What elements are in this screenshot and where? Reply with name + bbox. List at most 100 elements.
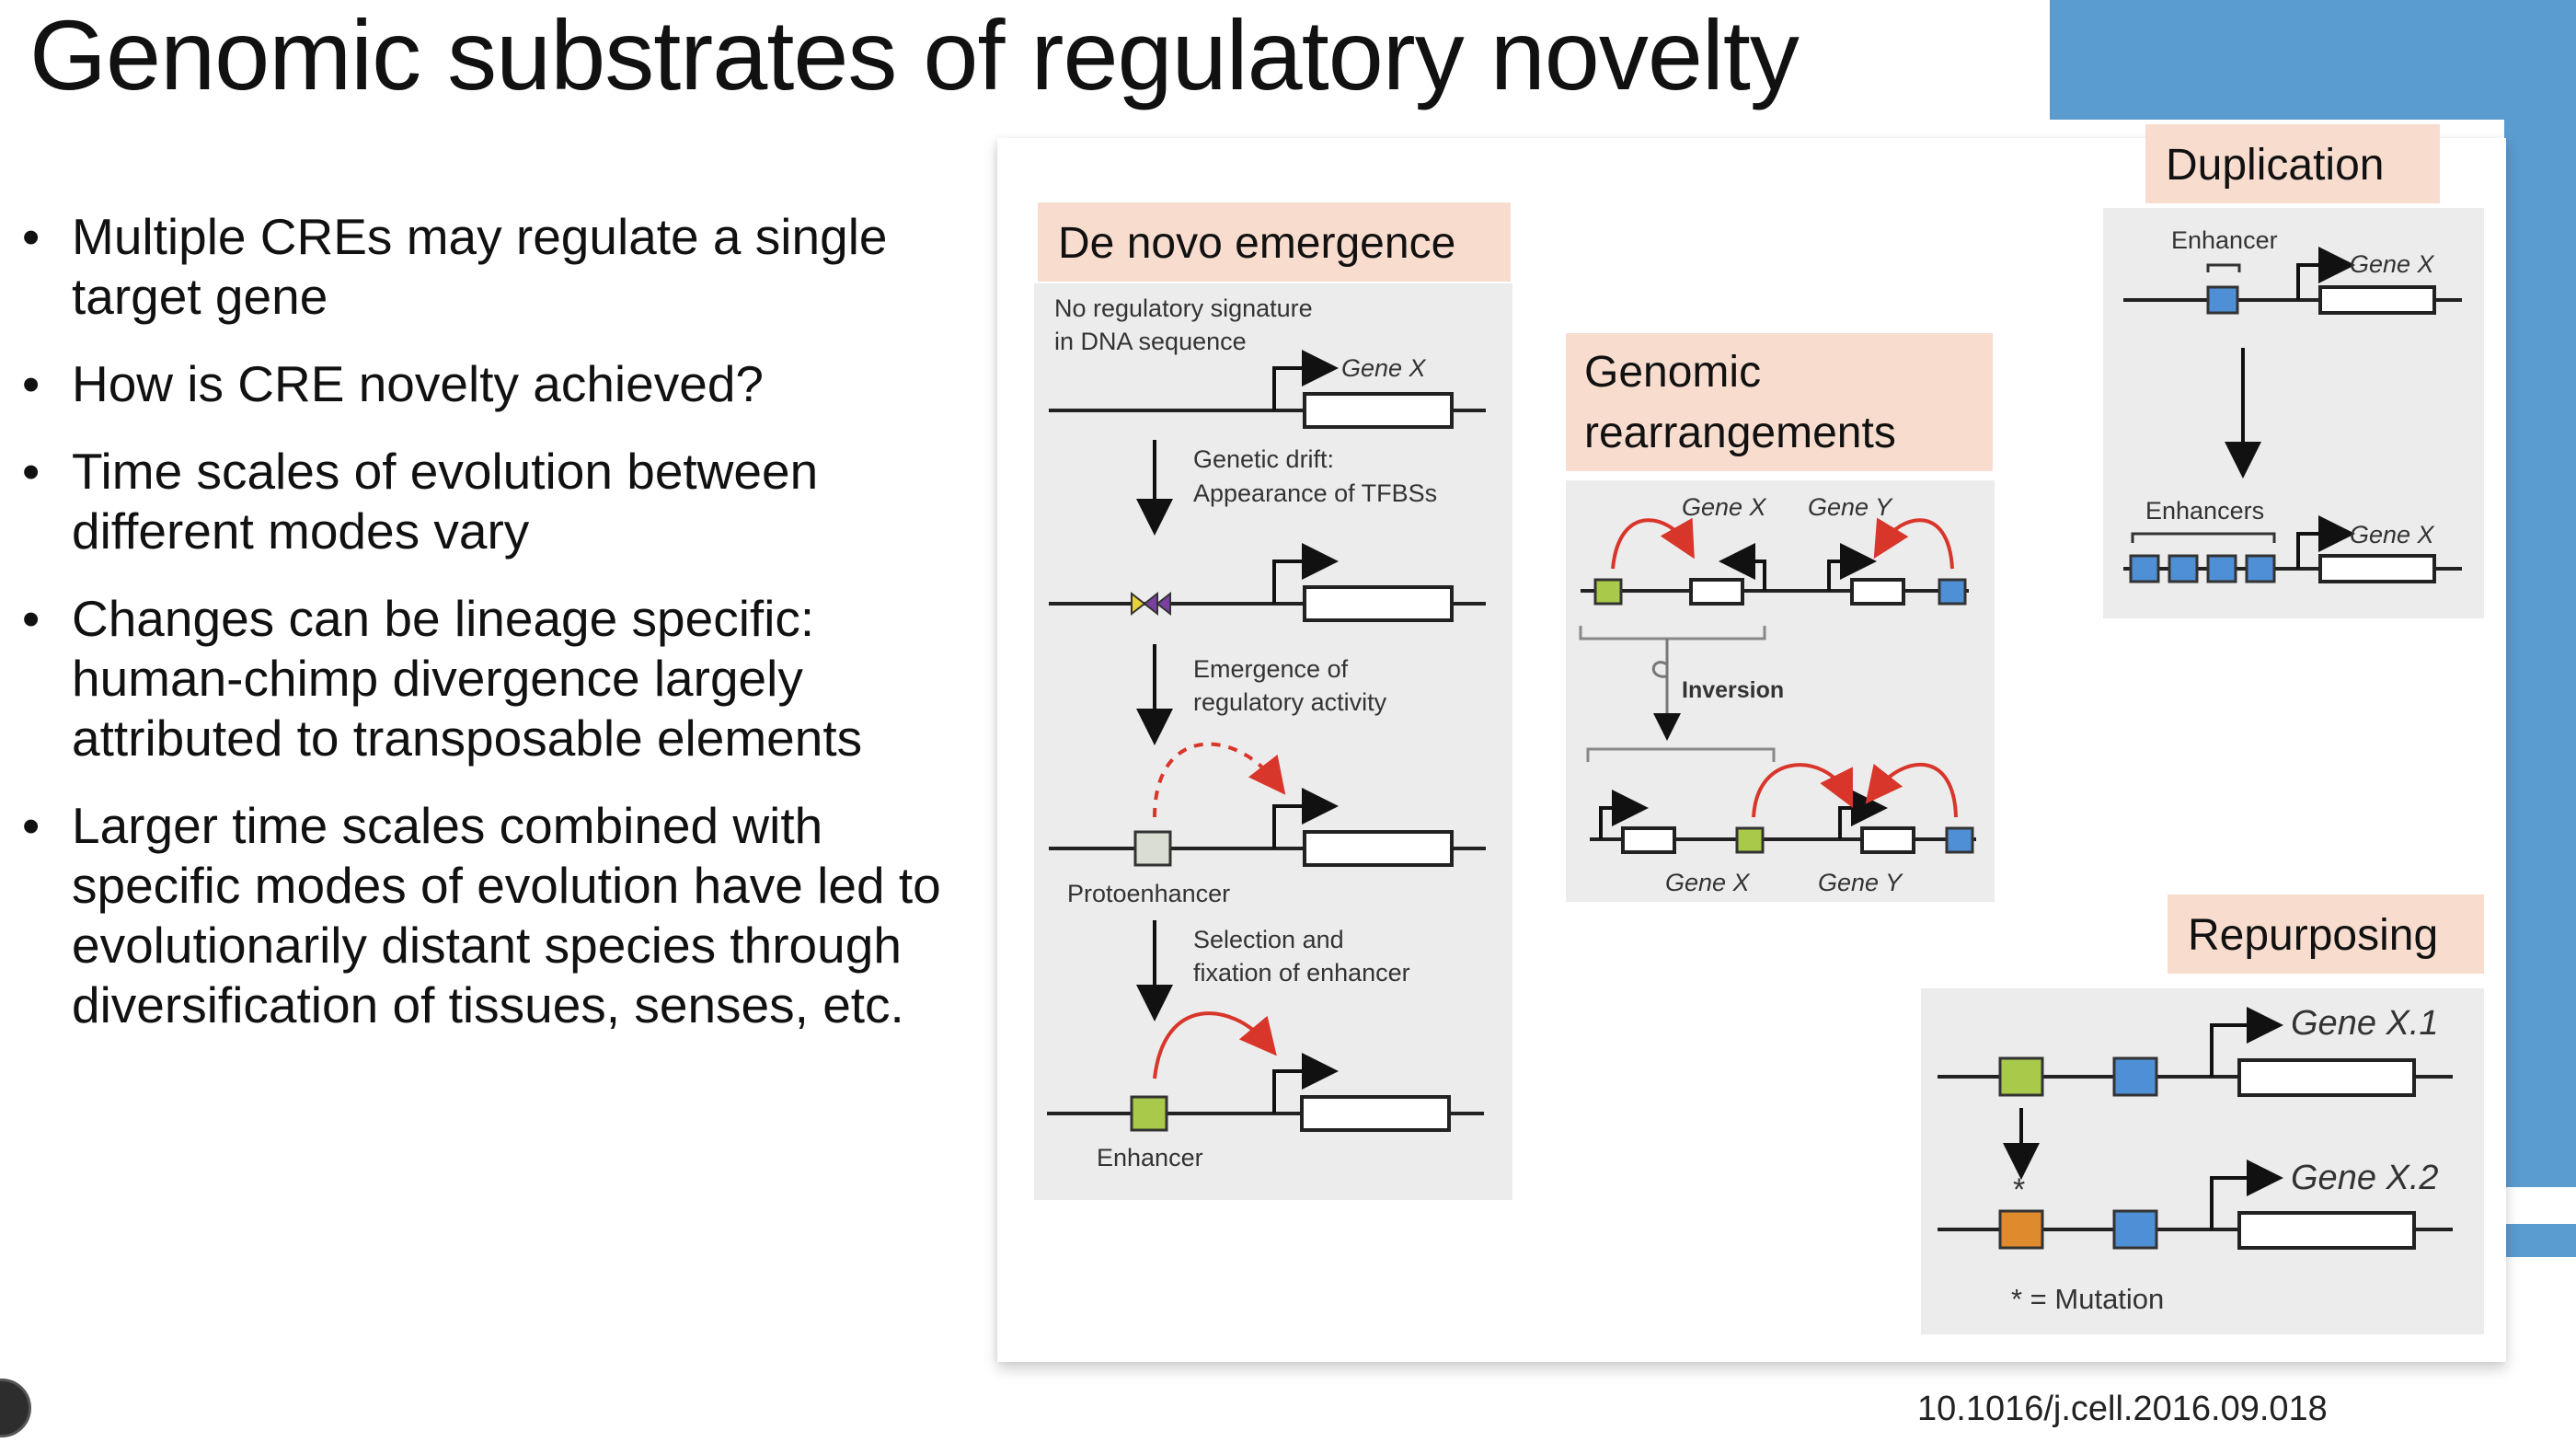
denovo-panel: De novo emergence No regulatory signatur… [1034,202,1512,1200]
denovo-gene-label: Gene X [1341,354,1427,382]
mutation-legend: * = Mutation [2011,1283,2164,1315]
duplication-title: Duplication [2166,141,2384,190]
gene-x2-label: Gene X.2 [2291,1159,2439,1197]
promoter-arrow [1719,543,1766,591]
promoter-arrow [1599,790,1649,839]
duplication-gene-label: Gene X [2350,250,2435,278]
interaction-arrow [1752,763,1853,818]
denovo-no-signature-line2: in DNA sequence [1054,328,1247,355]
step1-line1: Genetic drift: [1193,445,1334,473]
enhancer-label: Enhancer [1097,1144,1203,1171]
rearrangements-header-bg [1566,333,1993,471]
enhancer-label: Enhancer [2171,226,2278,254]
step3-line2: fixation of enhancer [1193,959,1410,987]
gene-y-label: Gene Y [1818,869,1903,896]
interaction-arrow [1865,762,1958,818]
blue-site-box [1945,826,1974,854]
gene-x1-box [2237,1058,2416,1097]
blue-site-box [2112,1209,2158,1250]
blue-site-box [2112,1056,2158,1097]
inversion-label: Inversion [1682,677,1784,703]
bullet-item: Larger time scales combined with specifi… [18,796,975,1035]
promoter-arrow [1272,1053,1339,1114]
gene-y-box [1860,826,1915,854]
rearrangements-title-line2: rearrangements [1584,409,1896,457]
slide-accent-band-right-lower [2504,1224,2576,1257]
protoenhancer-label: Protoenhancer [1067,880,1230,907]
promoter-arrow [2210,1007,2283,1077]
slide-accent-band-top [2050,0,2576,120]
enhancer-box [1735,826,1765,854]
duplication-gene-label: Gene X [2350,521,2435,548]
gene-x-box [1621,826,1676,854]
blue-enhancer-box [2129,554,2160,583]
gene-x-box [1303,830,1454,867]
blue-enhancer-box [2206,554,2237,583]
gene-x-box [2318,554,2436,583]
promoter-arrow [1827,543,1877,591]
enhancer-interaction-arrow [1153,1011,1277,1079]
inverted-segment-bracket [1586,747,1776,762]
tfbs-icon [1131,591,1146,617]
citation-doi: 10.1016/j.cell.2016.09.018 [1917,1390,2328,1428]
enhancers-bracket [2131,532,2276,543]
blue-enhancer-box [2168,554,2199,583]
step3-line1: Selection and [1193,926,1344,953]
promoter-arrow [2296,247,2355,300]
enhancer-bracket [2206,263,2241,272]
blue-enhancer-box [2206,285,2239,315]
rearrangements-panel: Genomic rearrangements Gene X Gene Y Inv… [1566,333,1995,902]
denovo-title: De novo emergence [1058,219,1455,268]
gene-x-box [1303,392,1454,429]
bullet-item: Multiple CREs may regulate a single targ… [18,207,975,327]
gene-x-box [1303,585,1454,622]
gene-x-label: Gene X [1682,493,1767,521]
gene-x2-box [2237,1211,2416,1250]
step1-line2: Appearance of TFBSs [1193,479,1437,507]
enhancers-label: Enhancers [2145,497,2264,525]
protoenhancer-box [1133,830,1172,867]
step2-line2: regulatory activity [1193,688,1387,716]
promoter-arrow [2210,1160,2283,1229]
gene-x-box [1689,578,1744,606]
denovo-header-bg [1038,202,1511,282]
tfbs-icon [1156,591,1171,617]
step2-line1: Emergence of [1193,655,1349,683]
duplication-body-bg [2103,208,2484,618]
enhancer-box [1593,578,1623,606]
promoter-arrow [1272,788,1339,848]
gene-x-box [1300,1095,1451,1132]
gene-y-label: Gene Y [1808,493,1893,521]
interaction-arrow [1611,517,1695,570]
blue-enhancer-box [2245,554,2276,583]
duplication-header-bg [2145,124,2440,203]
promoter-arrow [2296,515,2355,569]
blue-site-box [1938,578,1967,606]
promoter-arrow [1272,350,1339,410]
interaction-arrow [1873,517,1954,570]
denovo-no-signature-line1: No regulatory signature [1054,294,1313,322]
bullet-item: Time scales of evolution between differe… [18,442,975,561]
potential-interaction-arrow [1153,742,1286,818]
enhancer-box [1130,1095,1168,1132]
mutation-star: * [2013,1172,2025,1207]
repurposing-title: Repurposing [2188,911,2438,960]
enhancer-box [1998,1056,2044,1097]
gene-x1-label: Gene X.1 [2291,1004,2439,1043]
promoter-arrow [1838,790,1888,839]
repurposing-panel: Repurposing Gene X.1 * Gene X.2 * = Muta… [1921,894,2484,1334]
gene-y-box [1850,578,1905,606]
mutant-enhancer-box [1998,1209,2044,1250]
duplication-panel: Duplication Enhancer Gene X Enhancers Ge… [2103,124,2484,618]
gene-x-label: Gene X [1665,869,1751,896]
inversion-arrow [1651,639,1681,741]
slide-accent-band-right [2504,0,2576,1187]
bullet-item: Changes can be lineage specific: human-c… [18,589,975,768]
bullet-item: How is CRE novelty achieved? [18,354,975,414]
rearrangements-title-line1: Genomic [1584,348,1761,397]
repurposing-header-bg [2168,894,2484,974]
bullet-list: Multiple CREs may regulate a single targ… [18,207,975,1063]
slide-title: Genomic substrates of regulatory novelty [29,0,1800,110]
promoter-arrow [1272,543,1339,604]
inversion-bracket [1579,626,1766,640]
